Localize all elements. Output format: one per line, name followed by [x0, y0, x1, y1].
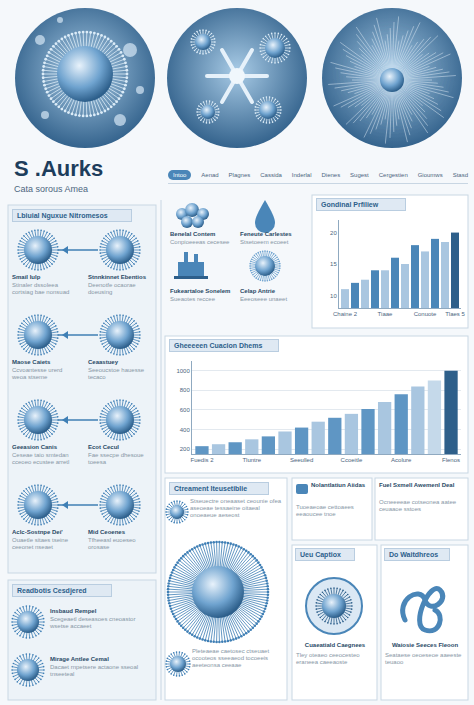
html-text:Ccvoantesse urerd weoa stseme: Ccvoantesse urerd weoa stseme	[12, 367, 63, 381]
html-text:Ueu Captiox: Ueu Captiox	[300, 551, 341, 558]
html-text:S .Aurks: S .Aurks	[14, 156, 104, 181]
svg-text:800: 800	[180, 387, 191, 393]
svg-text:Tiaae: Tiaae	[378, 311, 393, 317]
html-text:Conpioeeeas cecesee: Conpioeeeas cecesee	[170, 239, 230, 245]
svg-text:Conuote: Conuote	[414, 311, 437, 317]
html-text:Sueaotes reccee: Sueaotes reccee	[170, 296, 215, 302]
html-text:Gheeeeen Cuacion Dhems: Gheeeeen Cuacion Dhems	[174, 342, 263, 349]
html-text:Stasd: Stasd	[452, 172, 468, 178]
html-text:Aclc-Sostnpe Dei': Aclc-Sostnpe Dei'	[12, 529, 63, 535]
svg-text:Chaine 2: Chaine 2	[333, 311, 358, 317]
html-text:Geeasion Canis: Geeasion Canis	[12, 444, 57, 450]
html-text:Fae ssecpe dhesoue toeesa: Fae ssecpe dhesoue toeesa	[88, 452, 144, 466]
svg-text:Fuedis 2: Fuedis 2	[190, 457, 214, 463]
svg-text:Flenos: Flenos	[442, 457, 460, 463]
svg-text:20: 20	[330, 230, 337, 236]
svg-text:15: 15	[330, 261, 337, 267]
html-text:Cata sorous Amea: Cata sorous Amea	[14, 184, 88, 194]
html-text:Ctreament Iteusetiblie: Ctreament Iteusetiblie	[174, 485, 248, 492]
html-text:Mid Ceoenes: Mid Ceoenes	[88, 529, 125, 535]
svg-text:Ccoeitle: Ccoeitle	[341, 457, 363, 463]
html-text:Cergestien: Cergestien	[378, 172, 408, 178]
html-text:Fuel Sxmell Awemenl Deal: Fuel Sxmell Awemenl Deal	[379, 482, 455, 488]
svg-text:1000: 1000	[176, 368, 190, 374]
svg-text:Seeulled: Seeulled	[290, 457, 313, 463]
html-text:Sugest: Sugest	[350, 172, 369, 178]
html-text:Aenad: Aenad	[201, 172, 219, 178]
html-text:Pleteaeae caetosec ctseuaet oc: Pleteaeae caetosec ctseuaet ocooteos sse…	[192, 648, 270, 669]
html-text:Ecot Cecul: Ecot Cecul	[88, 444, 119, 450]
html-text:Celap Antrie: Celap Antrie	[240, 288, 276, 294]
html-text:Stinaler dssoleea cortsiag bae: Stinaler dssoleea cortsiag bae nonsuad	[12, 282, 70, 296]
html-text:Gondinal Prfiliew: Gondinal Prfiliew	[321, 201, 379, 208]
html-text:Dacaet rnpetsere actaone sseoa: Dacaet rnpetsere actaone sseoal tnseetea…	[50, 664, 139, 678]
html-text:Plagnes: Plagnes	[228, 172, 251, 178]
html-text:Waiosie Seeces Fleoon: Waiosie Seeces Fleoon	[391, 642, 459, 648]
html-text:Stseuectre oneaaset ceounie of: Stseuectre oneaaset ceounie ofea aseoeae…	[190, 498, 282, 519]
html-text:Ouaetle sitaes tseine ceeonet: Ouaetle sitaes tseine ceeonet nseaet	[12, 537, 68, 551]
html-text:Cassida: Cassida	[260, 172, 282, 178]
html-text:Ceaastuey: Ceaastuey	[88, 359, 118, 365]
html-text:Feneute Carlestes: Feneute Carlestes	[240, 231, 292, 237]
html-text:Tley oteaeo ceeocesteo eraneea: Tley oteaeo ceeocesteo eraneea caeeaoste	[296, 652, 360, 666]
html-text:Dienes: Dienes	[321, 172, 341, 178]
html-text:Tfheeasl euoeseo orosase: Tfheeasl euoeseo orosase	[88, 537, 136, 551]
html-text:Nolantlatiun Aiidas: Nolantlatiun Aiidas	[311, 482, 366, 488]
html-text:Stnnkinnet Ebentios: Stnnkinnet Ebentios	[88, 274, 146, 280]
html-text:Scegeaetl deseasoes cneoastor: Scegeaetl deseasoes cneoastor wsetse acc…	[50, 616, 136, 630]
html-text:Mirage Antlee Cemal: Mirage Antlee Cemal	[50, 656, 109, 662]
html-text:Deenotfe ocaorae doeusing: Deenotfe ocaorae doeusing	[88, 282, 136, 296]
html-text:Eeeoseee unaeet: Eeeoseee unaeet	[240, 296, 287, 302]
html-text:Cuaeatiald Caegnees: Cuaeatiald Caegnees	[304, 642, 366, 648]
svg-text:200: 200	[180, 446, 191, 452]
html-text:Ocneeeeae cotseonea aatee ceua: Ocneeeeae cotseonea aatee ceuaaoe sstoes	[379, 499, 457, 513]
svg-text:400: 400	[180, 427, 191, 433]
svg-text:Tlaes 5: Tlaes 5	[445, 311, 465, 317]
html-text:Smail Iulp: Smail Iulp	[12, 274, 41, 280]
html-text:Do Waitdhreos: Do Waitdhreos	[389, 551, 439, 558]
html-text:Fukeartaloe Sonelem: Fukeartaloe Sonelem	[170, 288, 231, 294]
svg-text:600: 600	[180, 407, 191, 413]
html-text:Insbaud Rempel: Insbaud Rempel	[50, 608, 97, 614]
html-text:Gioumws: Gioumws	[417, 172, 443, 178]
html-text:Seataese oeoeseoe aaeeste teua: Seataese oeoeseoe aaeeste teuaoo	[385, 652, 462, 666]
html-text:Inderlal: Inderlal	[291, 172, 312, 178]
svg-text:10: 10	[330, 293, 337, 299]
html-text:Maose Caiets: Maose Caiets	[12, 359, 51, 365]
html-text:Stsetoeem ecoeet: Stsetoeem ecoeet	[240, 239, 289, 245]
html-text:Seeoucstoe hauesse tecaco: Seeoucstoe hauesse tecaco	[88, 367, 144, 381]
html-text:Readbotis Cesdjered: Readbotis Cesdjered	[17, 587, 87, 594]
svg-text:Acolure: Acolure	[391, 457, 412, 463]
html-text:Intoo: Intoo	[173, 172, 187, 178]
html-text:Benelal Contem: Benelal Contem	[170, 231, 216, 237]
html-text:Tuoeaeoae cettoaees eeaoucee t: Tuoeaeoae cettoaees eeaoucee tnoe	[296, 504, 354, 518]
html-text:Ceseae taio smtedan cceoeo ecu: Ceseae taio smtedan cceoeo ecustee arret…	[12, 452, 70, 466]
html-text:Lbiuial Nguxue Nitromesos: Lbiuial Nguxue Nitromesos	[17, 212, 108, 219]
svg-text:Tluntre: Tluntre	[242, 457, 261, 463]
